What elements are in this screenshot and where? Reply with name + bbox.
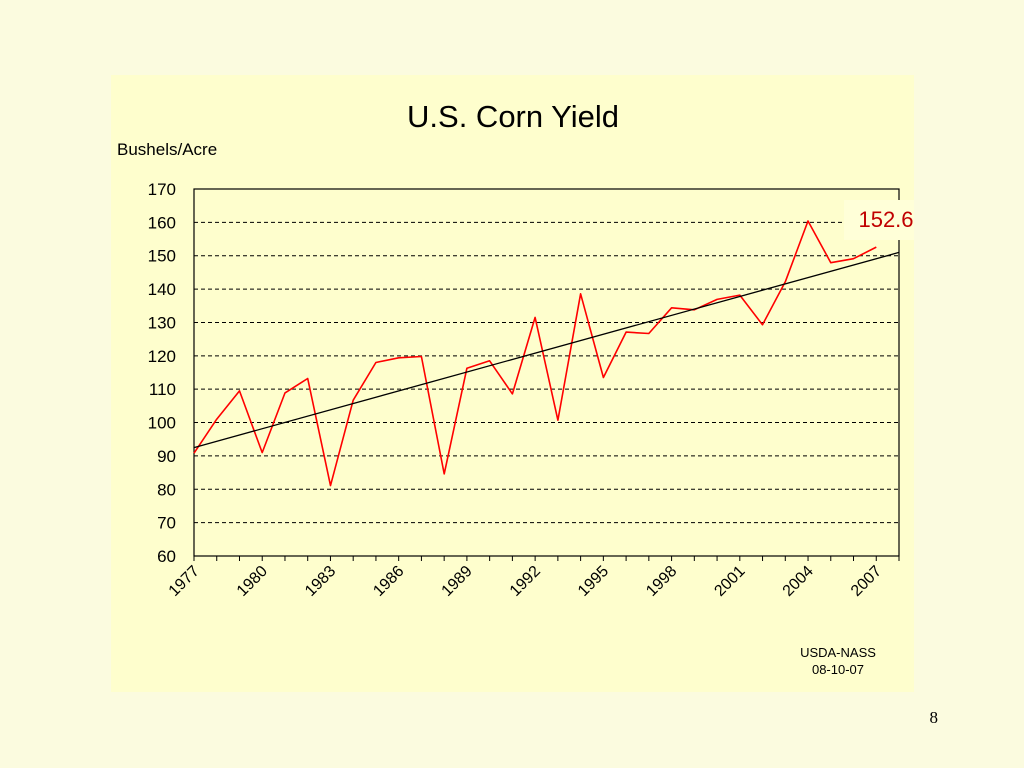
- source-date: 08-10-07: [812, 662, 864, 677]
- chart-title: U.S. Corn Yield: [407, 99, 619, 134]
- trend-line: [193, 251, 900, 449]
- value-callout: 152.6: [844, 200, 914, 240]
- value-callout-label: 152.6: [858, 207, 913, 232]
- slide-number: 8: [929, 708, 939, 727]
- gridlines: [194, 221, 899, 524]
- series-layer: [193, 220, 900, 487]
- x-tick-label: 2001: [711, 563, 748, 600]
- x-tick-label: 1998: [643, 563, 680, 600]
- plot-frame: [193, 188, 900, 557]
- x-tick-label: 1986: [370, 563, 407, 600]
- y-tick-label: 150: [148, 247, 176, 266]
- y-tick-label: 140: [148, 280, 176, 299]
- y-tick-label: 80: [157, 480, 176, 499]
- x-tick-label: 1980: [234, 563, 271, 600]
- y-tick-labels: 60 70 80 90 100 110 120 130 140 150 160 170: [148, 180, 176, 566]
- chart: U.S. Corn Yield Bushels/Acre 60 70 80 90 100…: [117, 99, 914, 677]
- source-name: USDA-NASS: [800, 645, 876, 660]
- value-callout-box: [844, 200, 914, 240]
- y-tick-label: 100: [148, 414, 176, 433]
- x-tick-label: 1995: [575, 563, 612, 600]
- y-tick-label: 110: [149, 380, 176, 399]
- y-tick-label: 130: [148, 313, 176, 332]
- y-tick-label: 70: [157, 514, 176, 533]
- x-tick-label: 1992: [507, 563, 544, 600]
- chart-panel: U.S. Corn Yield Bushels/Acre 60 70 80 90 100…: [111, 75, 914, 692]
- x-tick-label: 1977: [166, 563, 203, 600]
- y-tick-label: 90: [157, 447, 176, 466]
- x-tick-label: 1983: [302, 563, 339, 600]
- x-tick-label: 2007: [848, 563, 885, 600]
- y-tick-label: 160: [148, 213, 176, 232]
- y-axis-label: Bushels/Acre: [117, 140, 217, 159]
- corn-yield-line: [193, 220, 877, 487]
- x-tick-label: 1989: [439, 563, 476, 600]
- y-tick-label: 170: [148, 180, 176, 199]
- x-tick-marks: [193, 556, 900, 561]
- x-tick-label: 2004: [780, 563, 817, 600]
- x-tick-labels: 1977 1980 1983 1986 1989 1992 1995 1998 2001 2004…: [166, 563, 886, 600]
- y-tick-label: 60: [157, 547, 176, 566]
- y-tick-label: 120: [148, 347, 176, 366]
